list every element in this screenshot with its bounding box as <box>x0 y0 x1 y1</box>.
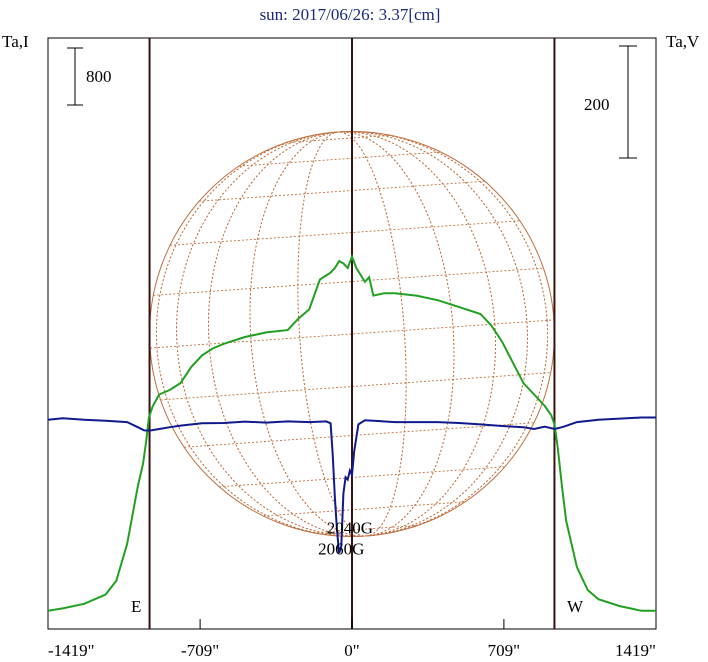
disk-parallel <box>199 180 485 202</box>
x-axis-ticks: -1419" -709" 0" 709" 1419" <box>47 619 657 660</box>
limb-label-west: W <box>567 597 584 616</box>
disk-parallel <box>313 524 418 534</box>
limb-lines <box>148 38 556 629</box>
stokes-v-series-line <box>47 416 656 554</box>
right-scale-bar <box>619 45 637 159</box>
right-axis-label: Ta,V <box>666 32 700 51</box>
left-scale-bar <box>67 47 83 106</box>
disk-parallel <box>263 501 466 517</box>
disk-parallel <box>219 466 505 488</box>
disk-parallel <box>286 134 391 144</box>
limb-label-east: E <box>131 597 141 616</box>
left-scale-bar-label: 800 <box>86 67 112 86</box>
disk-parallel <box>153 267 544 296</box>
left-axis-label: Ta,I <box>2 32 29 51</box>
x-tick-label: 1419" <box>615 641 656 660</box>
disk-parallel <box>170 220 520 246</box>
disk-parallel <box>160 372 551 401</box>
right-scale-bar-label: 200 <box>584 95 610 114</box>
x-tick-label: 709" <box>488 641 520 660</box>
disk-parallel <box>238 151 441 167</box>
field-annotation: 2060G <box>318 539 364 558</box>
x-tick-label: 0" <box>344 641 359 660</box>
stokes-i-series-line <box>47 253 656 612</box>
x-tick-label: -1419" <box>48 641 95 660</box>
disk-parallel <box>150 319 554 349</box>
chart-title: sun: 2017/06/26: 3.37[cm] <box>260 5 441 24</box>
field-annotation: 2040G <box>327 519 373 538</box>
x-tick-label: -709" <box>181 641 219 660</box>
disk-parallel <box>184 422 534 448</box>
